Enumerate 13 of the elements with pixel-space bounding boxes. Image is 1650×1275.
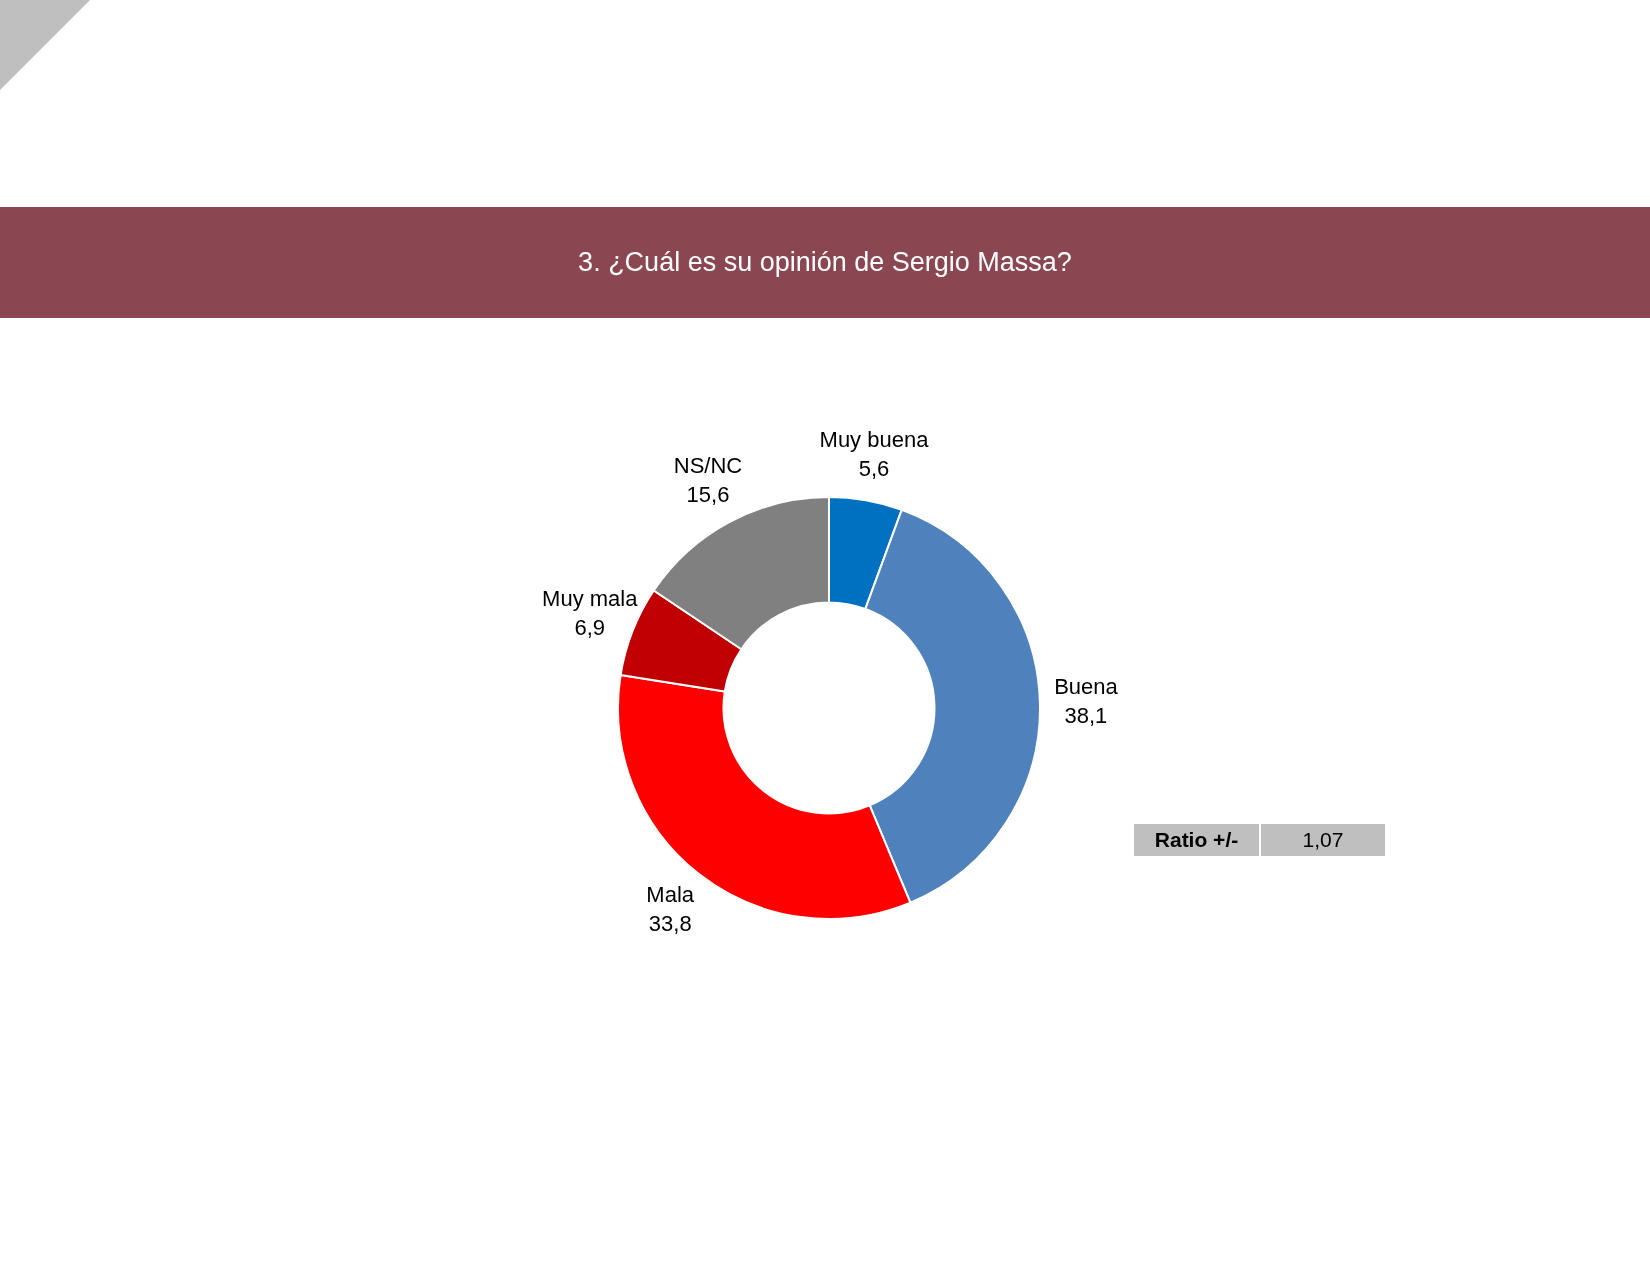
data-label: 6,9: [574, 614, 606, 640]
slice-label: Mala: [646, 881, 695, 907]
data-label: 38,1: [1064, 702, 1108, 728]
chart-title: 3. ¿Cuál es su opinión de Sergio Massa?: [578, 247, 1072, 278]
text: 1,07: [1261, 824, 1385, 856]
slice-label: NS/NC: [673, 452, 743, 478]
data-label: 33,8: [648, 910, 692, 936]
data-label: 5,6: [858, 455, 890, 481]
data-label: 15,6: [686, 481, 730, 507]
slice-label: Buena: [1054, 673, 1119, 699]
text: Ratio +/-: [1134, 824, 1259, 856]
slice-label: Muy buena: [819, 426, 930, 452]
slice-label: Muy mala: [542, 585, 639, 611]
